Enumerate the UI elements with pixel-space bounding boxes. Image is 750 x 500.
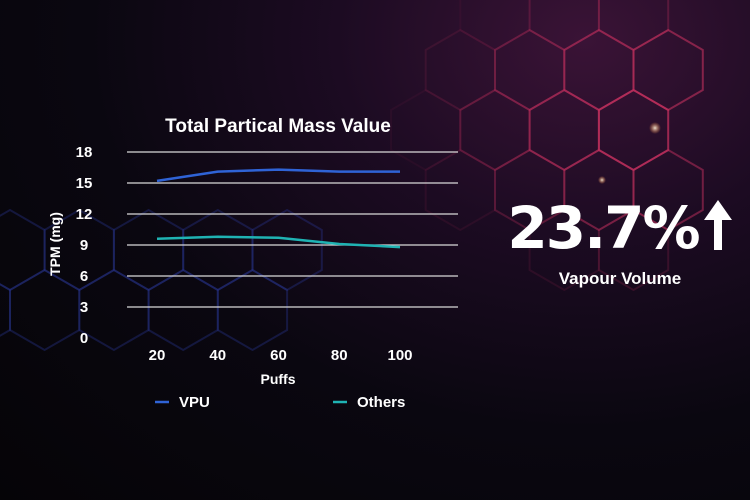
hexagon-shape <box>0 283 11 337</box>
x-tick-label: 40 <box>209 347 226 364</box>
glow-spot <box>649 122 661 134</box>
x-tick-label: 20 <box>149 347 166 364</box>
hexagon-shape <box>78 268 150 352</box>
grid-lines <box>127 151 458 308</box>
x-tick-label: 100 <box>387 347 412 364</box>
y-tick-label: 15 <box>76 175 93 192</box>
hexagon-shape <box>0 208 46 292</box>
hexagon-shape <box>632 148 704 232</box>
series-lines <box>156 168 401 249</box>
legend-label-vpu: VPU <box>179 394 210 411</box>
up-arrow-icon <box>703 198 733 257</box>
hexagon-shape <box>43 208 115 292</box>
legend-label-others: Others <box>357 394 405 411</box>
series-line-vpu <box>156 168 400 183</box>
hexagon-shape <box>182 208 254 292</box>
y-tick-label: 18 <box>76 144 93 161</box>
hexagon-shape <box>216 268 289 352</box>
x-tick-labels: 20 40 60 80 100 <box>149 347 413 364</box>
hexagon-shape <box>597 208 670 292</box>
hexagon-shape <box>390 88 462 172</box>
x-tick-label: 80 <box>331 347 348 364</box>
stat-value: 23.7% <box>507 193 700 262</box>
y-tick-label: 12 <box>76 206 93 223</box>
x-axis-label: Puffs <box>261 371 296 387</box>
hexagon-shape <box>424 28 496 112</box>
y-tick-label: 3 <box>80 299 88 316</box>
series-line-others <box>156 235 401 249</box>
stat-label: Vapour Volume <box>558 269 682 288</box>
hexagon-shape <box>459 0 531 52</box>
hexagon-shape <box>424 148 496 232</box>
hexagon-shape <box>251 208 323 292</box>
hexagon-shape <box>528 208 600 292</box>
glow-spot <box>598 176 606 184</box>
y-tick-label: 9 <box>80 237 88 254</box>
y-tick-label: 0 <box>80 330 88 347</box>
y-tick-labels: 0 3 6 9 12 15 18 <box>76 144 93 347</box>
chart-title: Total Partical Mass Value <box>165 116 391 137</box>
legend: VPU Others <box>155 394 405 411</box>
hexagon-shape <box>147 268 219 352</box>
y-tick-label: 6 <box>80 268 88 285</box>
vapour-volume-stat: 23.7% Vapour Volume <box>500 198 740 289</box>
x-tick-label: 60 <box>270 347 287 364</box>
hexagon-shape <box>494 148 566 232</box>
y-axis-label: TPM (mg) <box>47 212 63 276</box>
hexagon-shape <box>112 208 185 292</box>
hexagon-shape <box>9 268 81 352</box>
